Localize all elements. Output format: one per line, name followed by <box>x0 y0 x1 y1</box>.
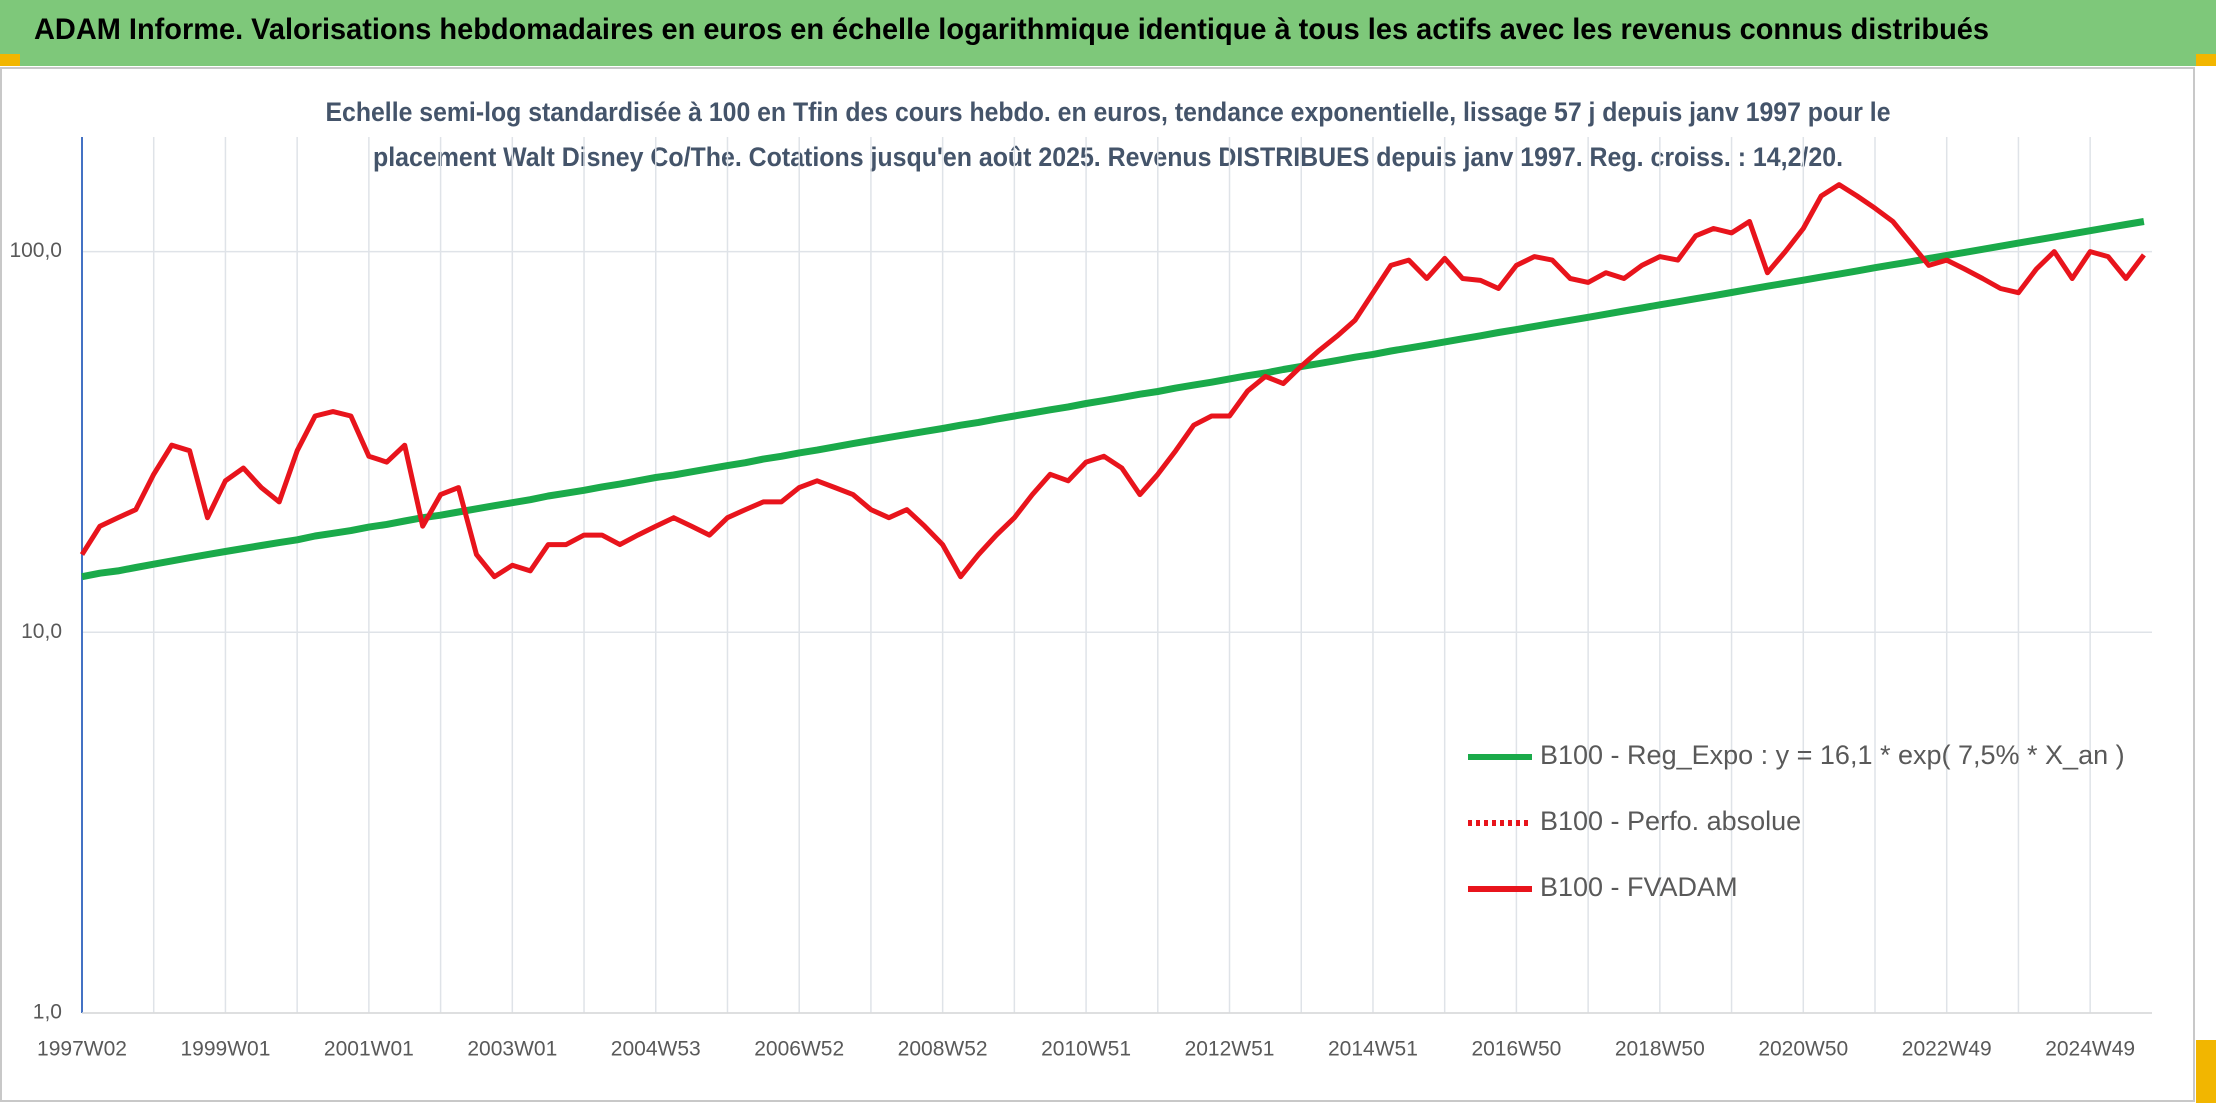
x-tick-label: 2020W50 <box>1758 1038 1848 1061</box>
legend-label: B100 - Reg_Expo : y = 16,1 * exp( 7,5% *… <box>1540 740 2125 770</box>
legend-label: B100 - FVADAM <box>1540 872 1738 902</box>
y-tick-label: 1,0 <box>33 1001 62 1024</box>
x-tick-label: 2003W01 <box>467 1038 557 1061</box>
x-tick-label: 2012W51 <box>1185 1038 1275 1061</box>
legend-label: B100 - Perfo. absolue <box>1540 806 1801 836</box>
x-tick-label: 2022W49 <box>1902 1038 1992 1061</box>
x-tick-label: 2014W51 <box>1328 1038 1418 1061</box>
y-tick-label: 10,0 <box>21 620 62 643</box>
chart-subtitle: placement Walt Disney Co/The. Cotations … <box>373 142 1843 172</box>
x-tick-label: 1997W02 <box>37 1038 127 1061</box>
x-tick-label: 2018W50 <box>1615 1038 1705 1061</box>
corner <box>2196 54 2216 66</box>
frame <box>0 67 2195 1102</box>
x-tick-label: 2004W53 <box>611 1038 701 1061</box>
x-tick-label: 2024W49 <box>2045 1038 2135 1061</box>
data-line <box>79 182 2146 580</box>
corner <box>0 54 20 66</box>
x-tick-label: 2010W51 <box>1041 1038 1131 1061</box>
chart-title: ADAM Informe. Valorisations hebdomadaire… <box>34 13 1989 46</box>
corner <box>2196 1040 2216 1103</box>
x-tick-label: 1999W01 <box>180 1038 270 1061</box>
header-band <box>0 0 2216 66</box>
chart-subtitle: Echelle semi-log standardisée à 100 en T… <box>326 97 1891 127</box>
x-tick-label: 2001W01 <box>324 1038 414 1061</box>
y-tick-label: 100,0 <box>9 239 62 262</box>
x-tick-label: 2008W52 <box>898 1038 988 1061</box>
x-tick-label: 2006W52 <box>754 1038 844 1061</box>
x-tick-label: 2016W50 <box>1471 1038 1561 1061</box>
